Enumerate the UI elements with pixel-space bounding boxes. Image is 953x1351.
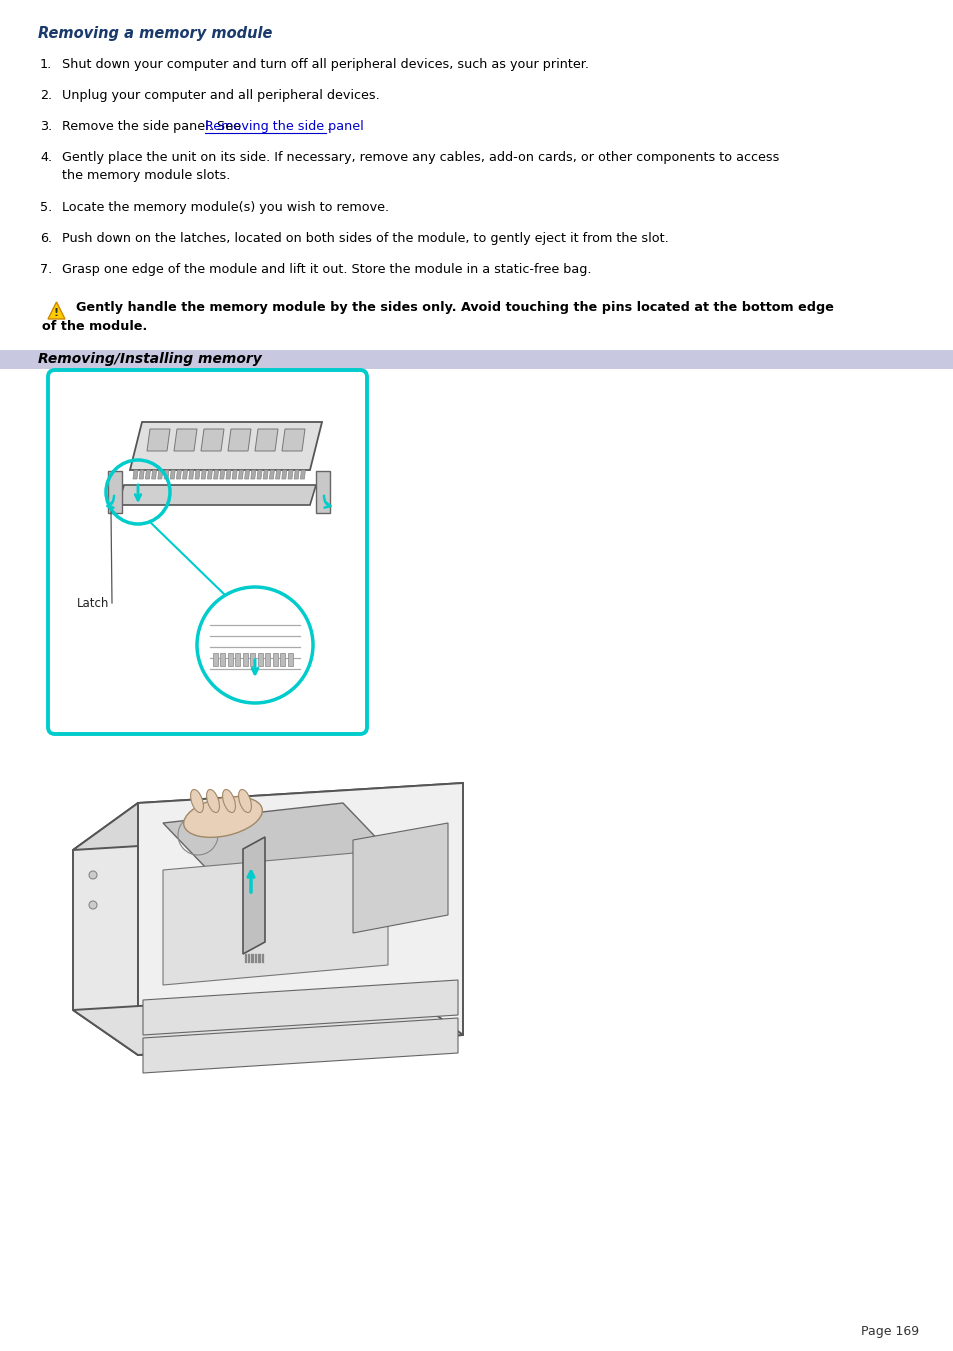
Polygon shape — [170, 470, 175, 480]
Polygon shape — [118, 485, 315, 505]
Text: Grasp one edge of the module and lift it out. Store the module in a static-free : Grasp one edge of the module and lift it… — [62, 263, 591, 276]
Polygon shape — [288, 470, 293, 480]
Text: Removing/Installing memory: Removing/Installing memory — [38, 353, 261, 366]
Polygon shape — [48, 303, 65, 319]
Text: Page 169: Page 169 — [860, 1325, 918, 1337]
Circle shape — [196, 586, 313, 703]
Polygon shape — [254, 430, 277, 451]
Ellipse shape — [191, 789, 203, 812]
Text: 3.: 3. — [40, 120, 52, 132]
Bar — [220, 653, 225, 666]
Polygon shape — [207, 470, 213, 480]
Polygon shape — [189, 470, 193, 480]
Text: Gently handle the memory module by the sides only. Avoid touching the pins locat: Gently handle the memory module by the s… — [76, 301, 833, 313]
Text: Latch: Latch — [77, 597, 110, 611]
Bar — [257, 653, 263, 666]
Polygon shape — [275, 470, 280, 480]
Polygon shape — [173, 430, 196, 451]
Ellipse shape — [238, 789, 252, 812]
Text: Removing a memory module: Removing a memory module — [38, 26, 273, 41]
Polygon shape — [251, 470, 255, 480]
Ellipse shape — [184, 797, 262, 838]
Polygon shape — [243, 838, 265, 954]
Polygon shape — [108, 471, 122, 513]
Polygon shape — [294, 470, 299, 480]
Text: 1.: 1. — [40, 58, 52, 72]
Text: Unplug your computer and all peripheral devices.: Unplug your computer and all peripheral … — [62, 89, 379, 101]
Polygon shape — [213, 470, 218, 480]
Text: Locate the memory module(s) you wish to remove.: Locate the memory module(s) you wish to … — [62, 201, 389, 213]
Text: Gently place the unit on its side. If necessary, remove any cables, add-on cards: Gently place the unit on its side. If ne… — [62, 151, 779, 182]
Polygon shape — [353, 823, 448, 934]
Bar — [228, 653, 233, 666]
Bar — [288, 653, 293, 666]
Bar — [265, 653, 271, 666]
Polygon shape — [147, 430, 170, 451]
Polygon shape — [201, 430, 224, 451]
Text: Shut down your computer and turn off all peripheral devices, such as your printe: Shut down your computer and turn off all… — [62, 58, 588, 72]
Polygon shape — [73, 990, 462, 1055]
Polygon shape — [201, 470, 206, 480]
Polygon shape — [130, 422, 322, 470]
FancyBboxPatch shape — [48, 370, 367, 734]
Polygon shape — [143, 979, 457, 1035]
Polygon shape — [219, 470, 225, 480]
Polygon shape — [228, 430, 251, 451]
Text: Removing the side panel: Removing the side panel — [205, 120, 363, 132]
Bar — [243, 653, 248, 666]
Polygon shape — [157, 470, 163, 480]
Text: 7.: 7. — [40, 263, 52, 276]
Polygon shape — [152, 470, 156, 480]
Polygon shape — [73, 784, 462, 850]
Polygon shape — [226, 470, 231, 480]
Polygon shape — [132, 470, 138, 480]
Circle shape — [89, 901, 97, 909]
Polygon shape — [163, 850, 388, 985]
Text: 6.: 6. — [40, 232, 52, 245]
Text: of the module.: of the module. — [42, 320, 147, 332]
Polygon shape — [143, 1019, 457, 1073]
Ellipse shape — [207, 789, 219, 812]
Polygon shape — [315, 471, 330, 513]
Polygon shape — [163, 802, 388, 870]
Circle shape — [89, 871, 97, 880]
Text: 5.: 5. — [40, 201, 52, 213]
Polygon shape — [145, 470, 151, 480]
Polygon shape — [73, 802, 138, 1055]
Polygon shape — [281, 470, 287, 480]
Polygon shape — [244, 470, 250, 480]
Polygon shape — [194, 470, 200, 480]
Bar — [213, 653, 218, 666]
Bar — [273, 653, 277, 666]
Bar — [235, 653, 240, 666]
Text: 4.: 4. — [40, 151, 52, 163]
Polygon shape — [256, 470, 262, 480]
Polygon shape — [269, 470, 274, 480]
Text: !: ! — [54, 308, 59, 317]
Polygon shape — [182, 470, 188, 480]
Polygon shape — [238, 470, 243, 480]
Text: Push down on the latches, located on both sides of the module, to gently eject i: Push down on the latches, located on bot… — [62, 232, 668, 245]
Text: Remove the side panel. See: Remove the side panel. See — [62, 120, 245, 132]
Polygon shape — [176, 470, 181, 480]
Bar — [0, 350, 953, 369]
Text: .: . — [326, 120, 331, 132]
Polygon shape — [164, 470, 169, 480]
Polygon shape — [139, 470, 144, 480]
Bar — [251, 653, 255, 666]
Polygon shape — [300, 470, 305, 480]
Polygon shape — [282, 430, 305, 451]
Bar — [280, 653, 285, 666]
Polygon shape — [138, 784, 462, 1055]
Ellipse shape — [222, 789, 235, 812]
Polygon shape — [263, 470, 268, 480]
Text: 2.: 2. — [40, 89, 52, 101]
Polygon shape — [232, 470, 237, 480]
